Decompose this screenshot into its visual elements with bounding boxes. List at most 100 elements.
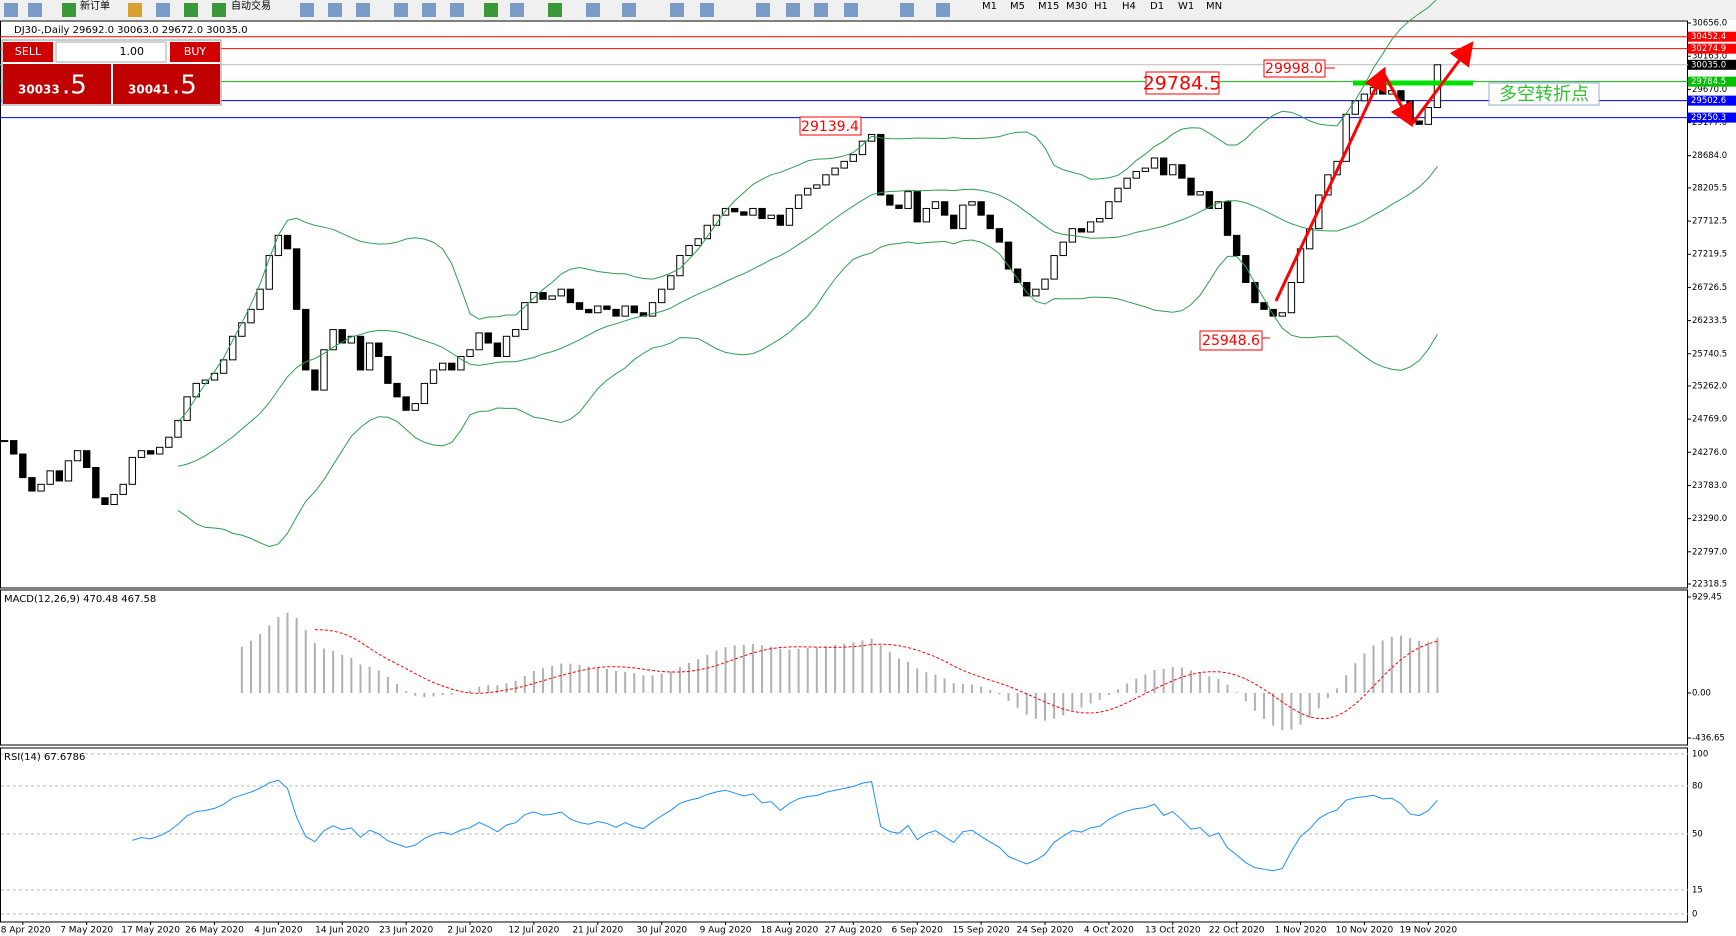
- x-tick-label: 22 Oct 2020: [1209, 926, 1265, 936]
- candle-body: [1178, 164, 1186, 179]
- candle-body: [1415, 120, 1423, 125]
- candle-body: [0, 440, 9, 443]
- candle-body: [1086, 221, 1095, 233]
- bid-main: 30033: [18, 83, 60, 97]
- x-tick-label: 14 Jun 2020: [315, 926, 369, 936]
- candle-body: [712, 214, 721, 226]
- candle-body: [37, 483, 45, 492]
- icon[interactable]: [28, 3, 42, 17]
- icon[interactable]: [300, 3, 314, 17]
- candle-body: [1287, 281, 1296, 314]
- icon[interactable]: [900, 3, 914, 17]
- timeframe[interactable]: M15: [1038, 1, 1059, 12]
- annotation-box: [799, 116, 862, 136]
- candle-body: [886, 194, 894, 206]
- candle-body: [1141, 167, 1150, 172]
- candle-body: [539, 292, 547, 300]
- icon[interactable]: [756, 3, 770, 17]
- icon[interactable]: [586, 3, 600, 17]
- candle-body: [311, 369, 319, 391]
- icon[interactable]: [786, 3, 800, 17]
- candle-body: [238, 322, 246, 337]
- icon[interactable]: [184, 3, 198, 17]
- lot-input[interactable]: [55, 41, 167, 63]
- buy-button[interactable]: [170, 42, 220, 62]
- icon[interactable]: [844, 3, 858, 17]
- candle-body: [977, 201, 985, 216]
- timeframe[interactable]: H4: [1122, 1, 1136, 12]
- y-tick-label: 28684.0: [1692, 151, 1727, 161]
- candle-body: [1105, 201, 1113, 220]
- y-tick-label: 29177.0: [1692, 118, 1727, 128]
- candle-body: [959, 204, 967, 230]
- icon[interactable]: [422, 3, 436, 17]
- candle-body: [183, 396, 191, 421]
- sell-price-box[interactable]: [3, 64, 111, 104]
- icon[interactable]: [670, 3, 684, 17]
- sell-label[interactable]: SELL: [15, 45, 42, 58]
- candle-body: [1196, 191, 1204, 196]
- x-tick-label: 4 Jun 2020: [254, 926, 303, 936]
- candle-body: [92, 466, 100, 499]
- icon[interactable]: [484, 3, 498, 17]
- toolbar-new-order[interactable]: 新订单: [80, 0, 110, 12]
- candle-body: [913, 191, 921, 223]
- candle-body: [630, 305, 638, 314]
- candle-body: [867, 133, 876, 142]
- icon[interactable]: [356, 3, 370, 17]
- buy-label[interactable]: BUY: [184, 45, 207, 58]
- timeframe[interactable]: M30: [1066, 1, 1087, 12]
- candle-body: [274, 234, 283, 257]
- candle-body: [28, 477, 36, 492]
- icon[interactable]: [394, 3, 408, 17]
- candle-body: [776, 214, 785, 226]
- y-tick-label: 50: [1692, 830, 1703, 840]
- x-tick-label: 10 Nov 2020: [1336, 926, 1394, 936]
- candle-body: [137, 450, 146, 458]
- icon[interactable]: [510, 3, 524, 17]
- icon[interactable]: [128, 3, 142, 17]
- icon[interactable]: [156, 3, 170, 17]
- icon[interactable]: [450, 3, 464, 17]
- candle-body: [329, 329, 337, 351]
- icon[interactable]: [62, 3, 76, 17]
- annotation-box: [1145, 71, 1220, 95]
- sell-button[interactable]: [3, 42, 53, 62]
- toolbar-icons: [4, 3, 950, 17]
- icon[interactable]: [814, 3, 828, 17]
- x-tick-label: 19 Nov 2020: [1399, 926, 1457, 936]
- candle-body: [174, 419, 182, 438]
- toolbar-auto-trading[interactable]: 自动交易: [231, 0, 271, 12]
- timeframe[interactable]: M1: [982, 1, 997, 12]
- arrow: [1274, 66, 1387, 302]
- x-tick-label: 4 Oct 2020: [1084, 926, 1134, 936]
- icon[interactable]: [936, 3, 950, 17]
- timeframe[interactable]: D1: [1150, 1, 1164, 12]
- timeframe[interactable]: M5: [1010, 1, 1025, 12]
- bollinger-band: [177, 166, 1438, 467]
- candle-body: [986, 214, 994, 230]
- icon[interactable]: [622, 3, 636, 17]
- icon[interactable]: [700, 3, 714, 17]
- candle-body: [1169, 164, 1177, 176]
- icon[interactable]: [328, 3, 342, 17]
- icon[interactable]: [548, 3, 562, 17]
- candle-body: [594, 305, 602, 314]
- annotation: 29998.0: [1265, 61, 1323, 77]
- y-tick-label: 30656.0: [1692, 19, 1727, 29]
- annotation: 25948.6: [1202, 333, 1260, 349]
- timeframe[interactable]: MN: [1206, 1, 1222, 12]
- icon[interactable]: [212, 3, 226, 17]
- icon[interactable]: [4, 3, 18, 17]
- candle-body: [995, 228, 1004, 243]
- candle-body: [1223, 201, 1232, 236]
- x-tick-label: 28 Apr 2020: [0, 926, 51, 936]
- timeframe[interactable]: H1: [1094, 1, 1108, 12]
- timeframe[interactable]: W1: [1178, 1, 1194, 12]
- lot-value[interactable]: 1.00: [120, 45, 145, 58]
- candle-body: [849, 154, 858, 162]
- candle-body: [1077, 228, 1086, 233]
- candle-body: [566, 288, 575, 304]
- candle-body: [548, 295, 556, 300]
- buy-price-box[interactable]: [113, 64, 220, 104]
